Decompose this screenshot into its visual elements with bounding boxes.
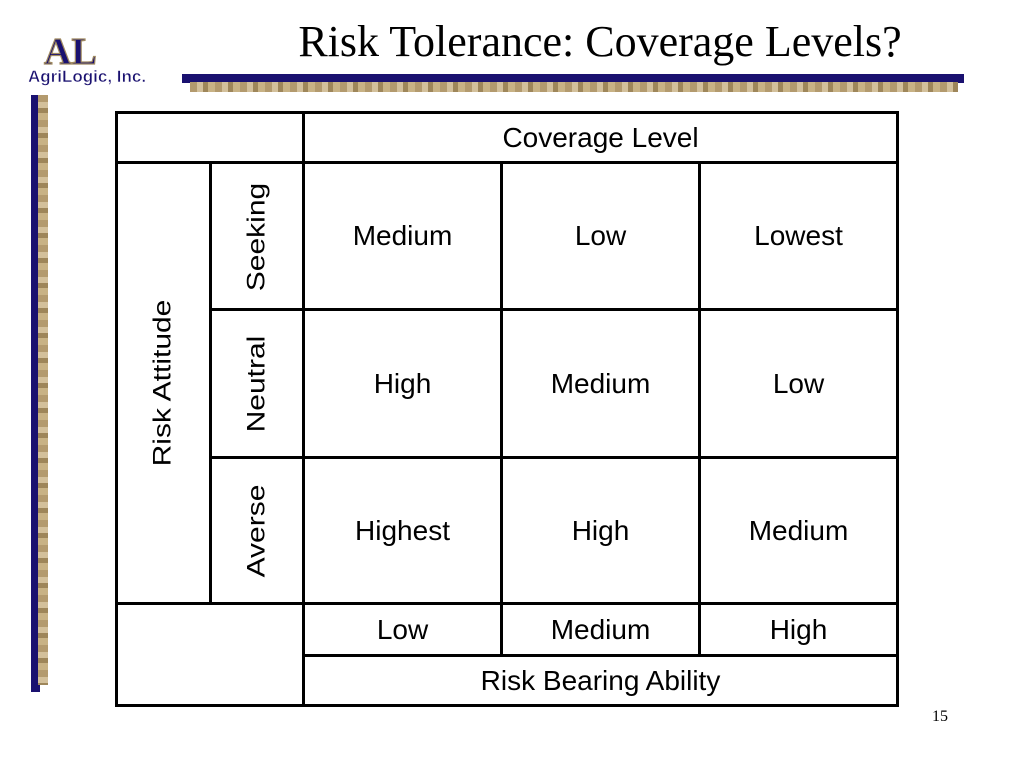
table-cell: High	[373, 367, 432, 399]
row-label-neutral: Neutral	[243, 335, 271, 433]
side-bar-texture	[38, 95, 48, 685]
table-cell: Low	[574, 220, 627, 251]
slide-title: Risk Tolerance: Coverage Levels?	[298, 17, 902, 66]
table-cell: Lowest	[754, 220, 843, 251]
side-bar	[31, 95, 40, 692]
table-cell: Highest	[355, 514, 450, 546]
agrilogic-logo: AL AgriLogic, Inc.	[24, 30, 184, 90]
svg-text:AL: AL	[44, 31, 97, 73]
row-label-averse: Averse	[243, 484, 271, 578]
risk-attitude-header: Risk Attitude	[149, 299, 177, 467]
table-cell: Medium	[748, 514, 849, 546]
table-cell: Medium	[352, 220, 453, 251]
page-number: 15	[932, 708, 948, 725]
table-cell: Medium	[550, 367, 651, 399]
row-label-seeking: Seeking	[243, 182, 271, 292]
table-cell: Low	[772, 367, 825, 399]
column-label-high: High	[769, 613, 828, 645]
column-label-low: Low	[376, 613, 429, 645]
table-cell: High	[571, 514, 630, 546]
coverage-level-header: Coverage Level	[502, 121, 699, 153]
column-label-medium: Medium	[550, 613, 651, 645]
title-rule	[182, 74, 964, 83]
risk-bearing-ability-header: Risk Bearing Ability	[480, 664, 721, 696]
title-rule-texture	[190, 82, 958, 92]
svg-text:AgriLogic, Inc.: AgriLogic, Inc.	[28, 67, 146, 86]
